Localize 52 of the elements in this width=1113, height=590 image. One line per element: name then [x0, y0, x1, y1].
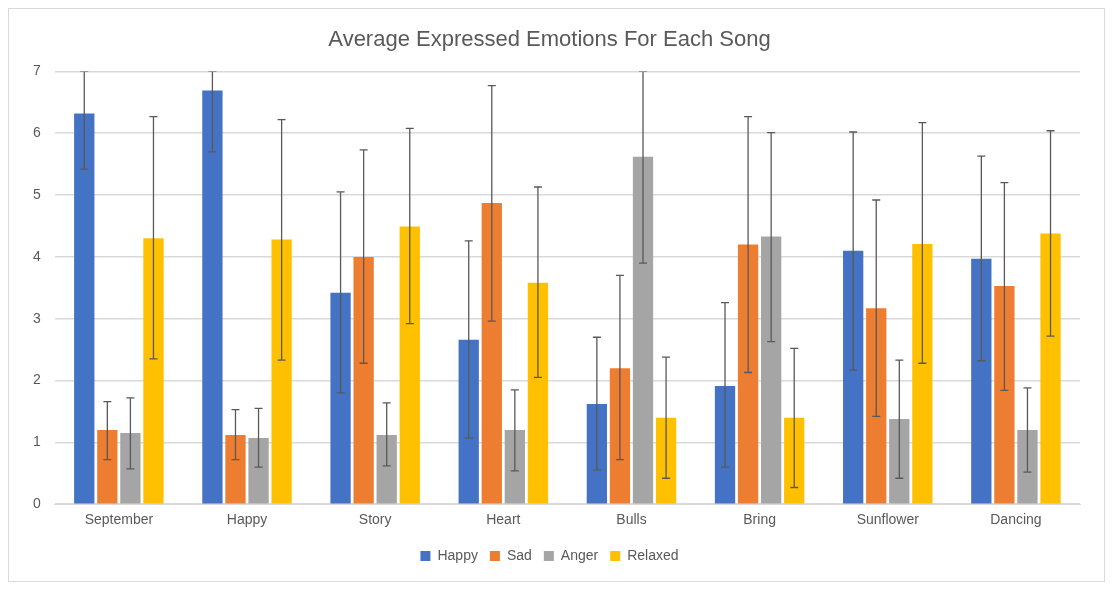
legend-label: Happy — [437, 546, 478, 563]
bar — [202, 90, 223, 504]
bar — [609, 368, 631, 504]
y-tick-label: 3 — [32, 309, 41, 326]
bar — [120, 433, 141, 504]
bar — [843, 250, 864, 504]
bar — [889, 418, 910, 504]
x-tick-label: Dancing — [990, 511, 1042, 528]
bar — [737, 244, 759, 504]
y-tick-label: 0 — [32, 495, 41, 512]
y-tick-label: 4 — [32, 247, 41, 264]
bar — [527, 282, 549, 504]
bar — [399, 226, 420, 504]
bar — [1017, 430, 1038, 504]
x-tick-label: Story — [358, 511, 392, 528]
bar — [971, 258, 992, 504]
bar — [271, 239, 292, 504]
bar — [225, 434, 246, 504]
x-tick-label: Bring — [743, 511, 776, 528]
x-tick-label: Bulls — [616, 511, 647, 528]
bar — [761, 236, 782, 504]
bar — [481, 203, 502, 504]
bar — [655, 417, 677, 504]
y-tick-label: 1 — [32, 433, 41, 450]
bar — [586, 404, 608, 504]
bar — [143, 238, 164, 504]
legend-label: Sad — [506, 546, 532, 563]
bar — [248, 438, 269, 504]
y-tick-label: 7 — [32, 62, 41, 79]
bar — [376, 434, 397, 504]
x-tick-label: September — [84, 511, 154, 528]
bar — [458, 339, 479, 504]
bar — [74, 113, 95, 504]
bar — [504, 430, 525, 504]
bar — [866, 308, 887, 504]
bar — [912, 243, 933, 504]
bar — [784, 417, 805, 504]
legend-label: Relaxed — [627, 546, 679, 563]
bar — [1040, 233, 1061, 504]
bar — [353, 256, 374, 504]
bar — [632, 156, 654, 504]
x-tick-label: Heart — [486, 511, 521, 528]
y-tick-label: 5 — [32, 185, 41, 202]
y-tick-label: 2 — [32, 371, 41, 388]
x-tick-label: Sunflower — [856, 511, 920, 528]
chart-title: Average Expressed Emotions For Each Song — [328, 26, 771, 52]
legend-label: Anger — [560, 546, 599, 563]
bar — [330, 292, 351, 504]
bar — [994, 285, 1015, 504]
bar — [97, 430, 118, 504]
x-tick-label: Happy — [226, 511, 268, 528]
y-tick-label: 6 — [32, 124, 41, 141]
